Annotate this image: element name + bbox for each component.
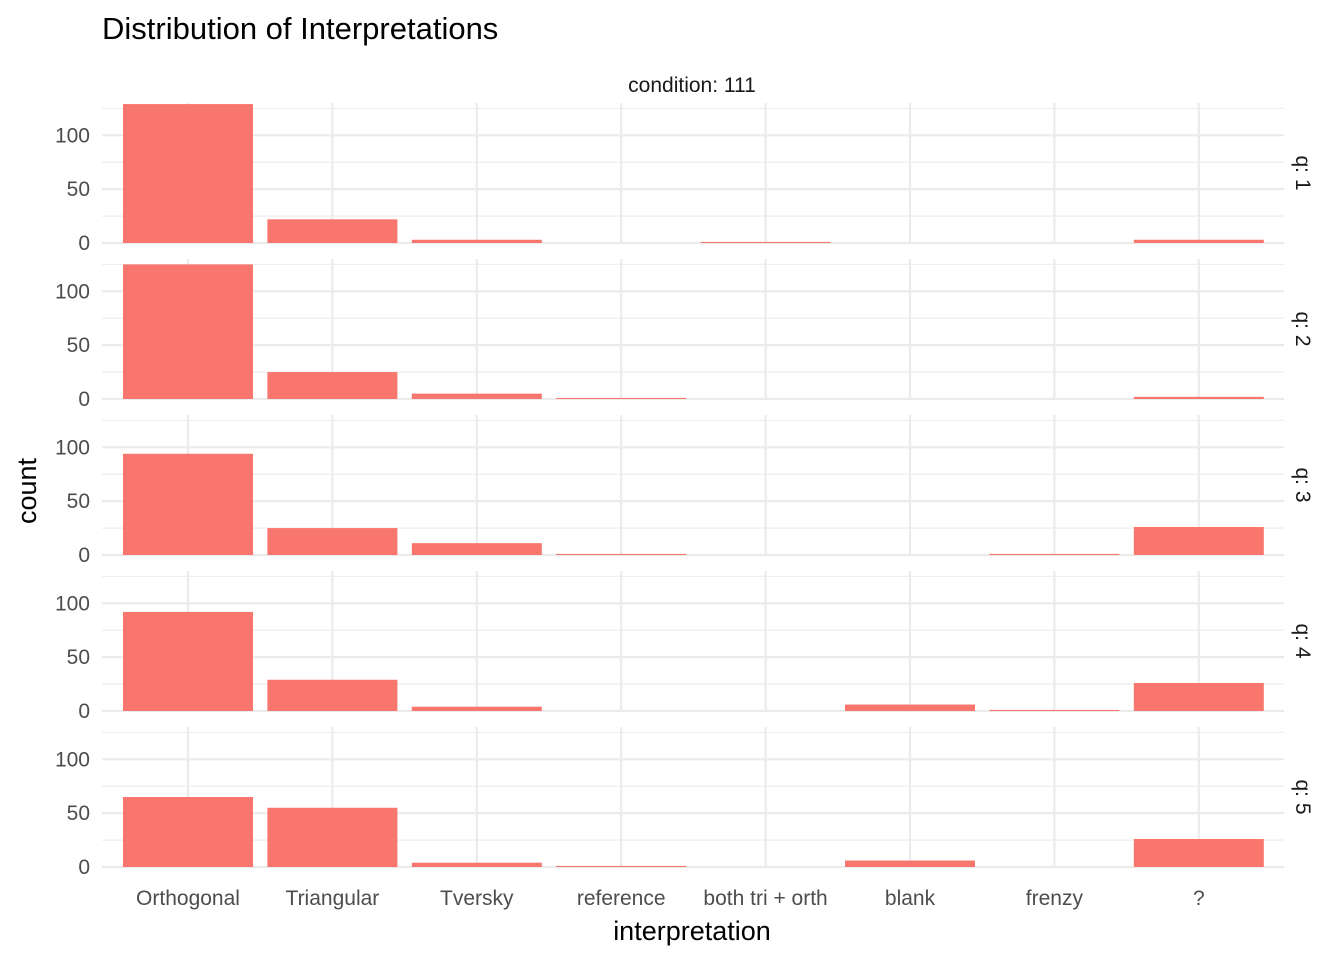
bar---q3 xyxy=(1133,527,1264,555)
facet-strip-5: q: 5 xyxy=(1291,779,1314,814)
bar-frenzy-q4 xyxy=(989,709,1120,711)
facet-strip-condition: condition: 111 xyxy=(628,74,756,97)
y-tick-label: 100 xyxy=(55,748,90,771)
y-tick-label: 0 xyxy=(78,388,90,411)
y-tick-label: 100 xyxy=(55,280,90,303)
bar-orthogonal-q4 xyxy=(123,611,253,711)
bar-both-tri-orth-q1 xyxy=(700,241,831,243)
facet-panel-4: 0 50 100 q: 4 xyxy=(55,571,1314,723)
y-tick-label: 0 xyxy=(78,232,90,255)
y-tick-label: 100 xyxy=(55,124,90,147)
facet-panel-2: 0 50 100 q: 2 xyxy=(55,259,1314,411)
y-tick-label: 100 xyxy=(55,592,90,615)
bar-reference-q2 xyxy=(556,397,687,399)
bar-tversky-q5 xyxy=(411,862,542,867)
bar-reference-q5 xyxy=(556,865,687,867)
x-axis-title: interpretation xyxy=(613,916,771,946)
facet-panel-1: 0 50 100 q: 1 xyxy=(55,103,1314,255)
x-tick-label: blank xyxy=(885,887,936,910)
facet-panel-3: 0 50 100 q: 3 xyxy=(55,415,1314,567)
bar-orthogonal-q2 xyxy=(123,264,253,399)
bar-triangular-q3 xyxy=(267,528,398,555)
y-tick-label: 50 xyxy=(67,802,90,825)
bar-triangular-q2 xyxy=(267,372,398,399)
bar-blank-q5 xyxy=(845,860,975,867)
bar-tversky-q4 xyxy=(411,706,542,711)
bar-triangular-q5 xyxy=(267,807,398,867)
x-tick-label: Triangular xyxy=(286,887,380,910)
bar-tversky-q2 xyxy=(411,393,542,399)
x-tick-label: Tversky xyxy=(440,887,514,910)
bar---q1 xyxy=(1133,239,1264,243)
x-tick-label: both tri + orth xyxy=(703,887,827,910)
y-axis-title: count xyxy=(12,457,42,524)
bar-orthogonal-q5 xyxy=(123,797,253,867)
bar---q2 xyxy=(1133,396,1264,399)
bar-tversky-q3 xyxy=(411,543,542,555)
facet-strip-2: q: 2 xyxy=(1291,311,1314,346)
x-tick-label: reference xyxy=(577,887,666,910)
facet-strip-1: q: 1 xyxy=(1291,155,1314,190)
facet-strip-3: q: 3 xyxy=(1291,467,1314,502)
y-tick-label: 0 xyxy=(78,544,90,567)
facet-strip-4: q: 4 xyxy=(1291,623,1314,658)
chart-title: Distribution of Interpretations xyxy=(102,11,498,46)
bar-blank-q4 xyxy=(845,704,975,711)
bar-reference-q3 xyxy=(556,553,687,555)
facet-panels: 0 50 100 q: 1 0 50 100 q: 2 0 50 100 q: 3 0 50 100 q: 4… xyxy=(55,103,1314,879)
y-tick-label: 100 xyxy=(55,436,90,459)
y-tick-label: 50 xyxy=(67,646,90,669)
x-tick-label: frenzy xyxy=(1026,887,1084,910)
y-tick-label: 50 xyxy=(67,334,90,357)
x-tick-label: ? xyxy=(1193,887,1205,910)
bar---q4 xyxy=(1133,683,1264,711)
bar-orthogonal-q1 xyxy=(123,104,253,243)
bar---q5 xyxy=(1133,839,1264,867)
x-axis-tick-labels: Orthogonal Triangular Tversky reference both… xyxy=(136,887,1205,910)
y-tick-label: 0 xyxy=(78,856,90,879)
y-tick-label: 50 xyxy=(67,178,90,201)
bar-orthogonal-q3 xyxy=(123,453,253,555)
bar-tversky-q1 xyxy=(411,239,542,243)
bar-frenzy-q3 xyxy=(989,553,1120,555)
bar-triangular-q4 xyxy=(267,679,398,711)
x-tick-label: Orthogonal xyxy=(136,887,240,910)
y-tick-label: 0 xyxy=(78,700,90,723)
bar-triangular-q1 xyxy=(267,219,398,243)
y-tick-label: 50 xyxy=(67,490,90,513)
facet-panel-5: 0 50 100 q: 5 xyxy=(55,727,1314,879)
